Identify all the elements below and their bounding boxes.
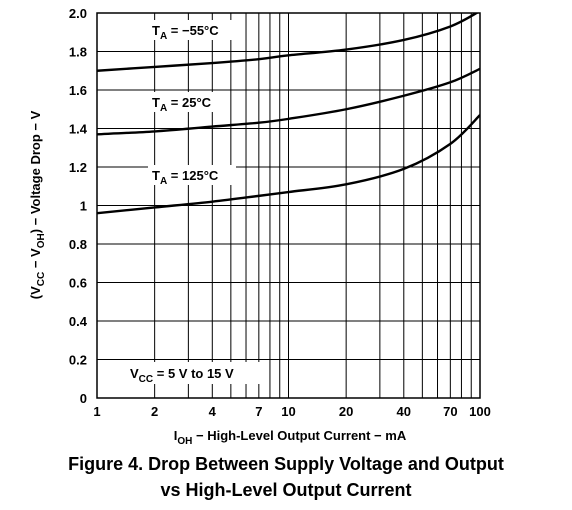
- series-line-0: [97, 13, 479, 72]
- series-label-0: TA = −55°C: [152, 23, 219, 42]
- series-labels: TA = −55°C TA = 25°C TA = 125°C: [148, 20, 240, 187]
- annotation-bg: [126, 362, 262, 384]
- x-tick-label-5: 20: [339, 404, 353, 419]
- y-tick-label-2: 0.4: [69, 314, 88, 329]
- y-tick-label-8: 1.6: [69, 83, 87, 98]
- x-tick-label-4: 10: [281, 404, 295, 419]
- series-lines: [97, 13, 480, 215]
- figure-caption-line-2: vs High-Level Output Current: [160, 480, 412, 500]
- series-line-1: [97, 67, 480, 136]
- y-tick-label-10: 2.0: [69, 6, 87, 21]
- y-tick-label-5: 1: [80, 199, 87, 214]
- y-tick-label-6: 1.2: [69, 160, 87, 175]
- series-label-2: TA = 125°C: [152, 168, 219, 187]
- x-tick-label-1: 2: [151, 404, 158, 419]
- y-tick-label-0: 0: [80, 391, 87, 406]
- figure-caption-line-1: Figure 4. Drop Between Supply Voltage an…: [68, 454, 504, 474]
- plot-frame: [96, 12, 481, 399]
- y-axis-label: (VCC − VOH) − Voltage Drop − V: [28, 110, 47, 299]
- vcc-annotation: VCC = 5 V to 15 V: [130, 366, 234, 385]
- x-axis-label: IOH − High-Level Output Current − mA: [174, 428, 407, 447]
- series-line-2: [97, 114, 480, 215]
- y-tick-label-1: 0.2: [69, 353, 87, 368]
- y-tick-label-9: 1.8: [69, 45, 87, 60]
- x-tick-label-0: 1: [93, 404, 100, 419]
- series-label-1: TA = 25°C: [152, 95, 212, 114]
- series-label-bg-0: [148, 20, 240, 40]
- series-label-bg-1: [148, 92, 226, 112]
- y-tick-labels: 0 0.2 0.4 0.6 0.8 1 1.2 1.4 1.6 1.8 2.0: [69, 6, 88, 406]
- x-tick-labels: 1 2 4 7 10 20 40 70 100: [93, 404, 490, 419]
- y-tick-label-7: 1.4: [69, 122, 88, 137]
- x-tick-label-8: 100: [469, 404, 491, 419]
- x-tick-label-7: 70: [443, 404, 457, 419]
- chart-svg: 1 2 4 7 10 20 40 70 100 0 0.2 0.4 0.6 0.8 1 1.2 1.4 1.6 1…: [28, 6, 491, 447]
- x-tick-label-6: 40: [397, 404, 411, 419]
- series-label-bg-2: [148, 165, 236, 185]
- x-tick-label-3: 7: [255, 404, 262, 419]
- x-tick-label-2: 4: [209, 404, 217, 419]
- y-tick-label-3: 0.6: [69, 276, 87, 291]
- y-tick-label-4: 0.8: [69, 237, 87, 252]
